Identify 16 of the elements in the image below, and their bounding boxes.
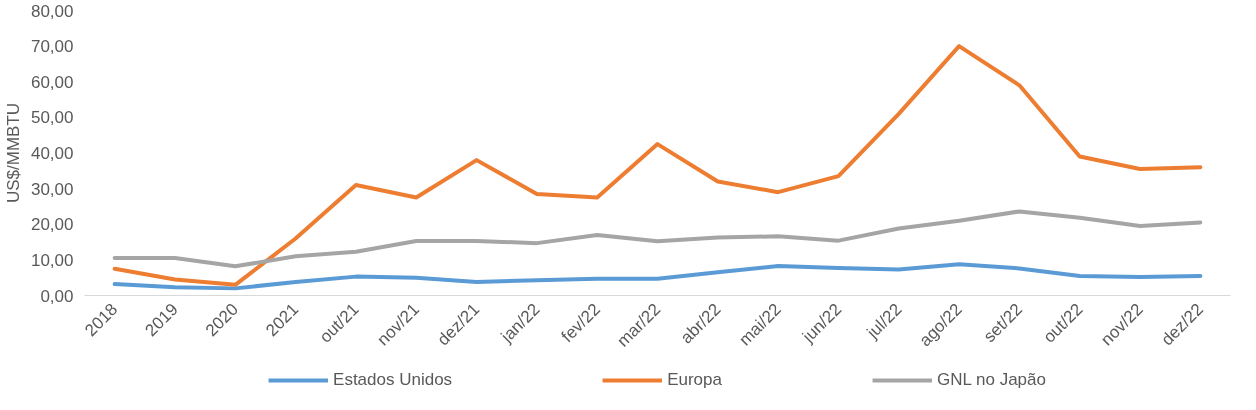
y-axis-title: US$/MMBTU (3, 102, 23, 204)
y-tick-label: 70,00 (30, 37, 74, 57)
y-tick-label: 10,00 (30, 250, 74, 270)
line-series (112, 262, 1203, 291)
y-tick-label: 80,00 (30, 1, 74, 21)
y-tick-label: 50,00 (30, 108, 74, 128)
y-tick-label: 40,00 (30, 144, 74, 163)
line-series (112, 44, 1203, 287)
line-series (112, 209, 1203, 269)
y-tick-label: 20,00 (30, 215, 74, 235)
legend-label: Europa (667, 370, 722, 390)
y-tick-label: 0,00 (40, 286, 74, 306)
y-tick-label: 60,00 (30, 72, 74, 92)
y-tick-label: 30,00 (30, 179, 74, 199)
legend-label: Estados Unidos (333, 370, 453, 390)
legend-label: GNL no Japão (936, 370, 1046, 390)
